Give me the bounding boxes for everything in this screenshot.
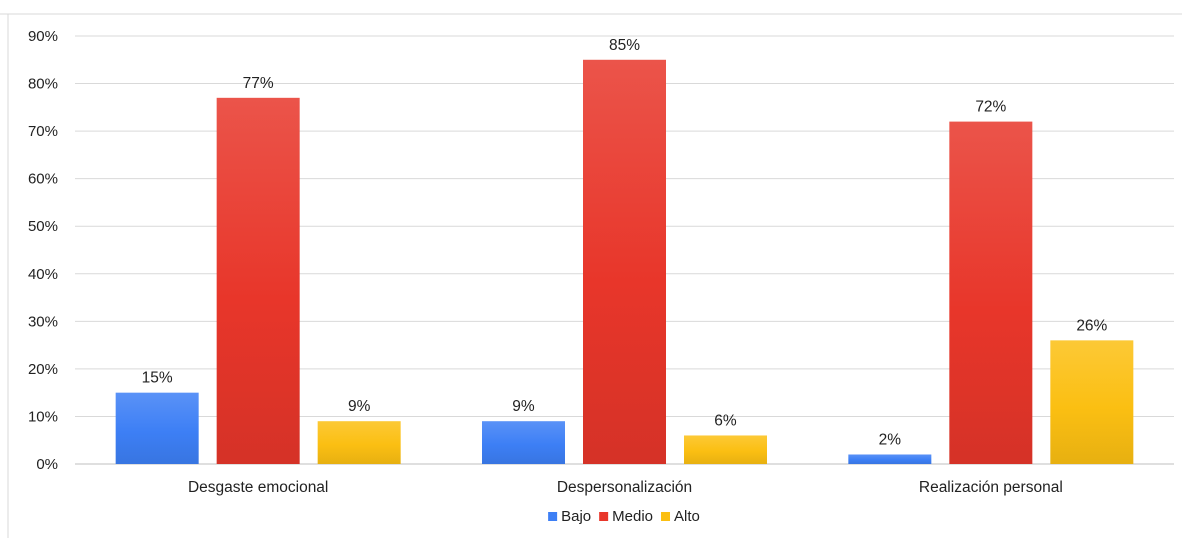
legend: Bajo Medio Alto <box>548 508 700 525</box>
legend-items: Bajo Medio Alto <box>548 508 700 525</box>
data-label: 77% <box>243 75 274 92</box>
y-tick-label: 90% <box>28 28 58 45</box>
category-label: Despersonalización <box>557 479 692 496</box>
bars <box>115 59 1134 465</box>
data-label: 26% <box>1076 317 1107 334</box>
legend-label-alto: Alto <box>674 508 700 525</box>
y-tick-label: 20% <box>28 361 58 378</box>
bar-alto <box>317 421 401 464</box>
bar-medio <box>949 121 1033 464</box>
data-label: 9% <box>512 398 535 415</box>
y-tick-label: 10% <box>28 408 58 425</box>
y-tick-label: 70% <box>28 123 58 140</box>
y-tick-label: 60% <box>28 171 58 188</box>
x-axis: Desgaste emocional Despersonalización Real… <box>188 479 1063 496</box>
legend-swatch-medio <box>599 512 609 521</box>
category-label: Desgaste emocional <box>188 479 328 496</box>
bar-bajo <box>848 454 932 464</box>
data-label: 9% <box>348 398 371 415</box>
legend-label-bajo: Bajo <box>561 508 591 525</box>
y-tick-label: 50% <box>28 218 58 235</box>
bar-alto <box>684 435 767 464</box>
data-label: 6% <box>714 412 737 429</box>
legend-label-medio: Medio <box>612 508 653 525</box>
y-tick-label: 30% <box>28 313 58 330</box>
y-axis: 0% 10% 20% 30% 40% 50% 60% 70% 80% 90% <box>28 28 58 473</box>
y-tick-label: 40% <box>28 266 58 283</box>
data-label: 2% <box>879 431 902 448</box>
data-label: 85% <box>609 37 640 54</box>
bar-medio <box>583 59 666 465</box>
category-label: Realización personal <box>919 479 1063 496</box>
y-tick-label: 0% <box>36 456 58 473</box>
data-label: 72% <box>975 99 1006 116</box>
bar-bajo <box>482 421 565 464</box>
bar-bajo <box>115 392 199 464</box>
legend-swatch-bajo <box>548 512 558 521</box>
data-labels: 15% 77% 9% 9% 85% 6% 2% 72% 26% <box>142 37 1108 449</box>
legend-swatch-alto <box>661 512 671 521</box>
data-label: 15% <box>142 370 173 387</box>
bar-medio <box>216 97 300 465</box>
bar-alto <box>1050 340 1134 464</box>
y-tick-label: 80% <box>28 76 58 93</box>
